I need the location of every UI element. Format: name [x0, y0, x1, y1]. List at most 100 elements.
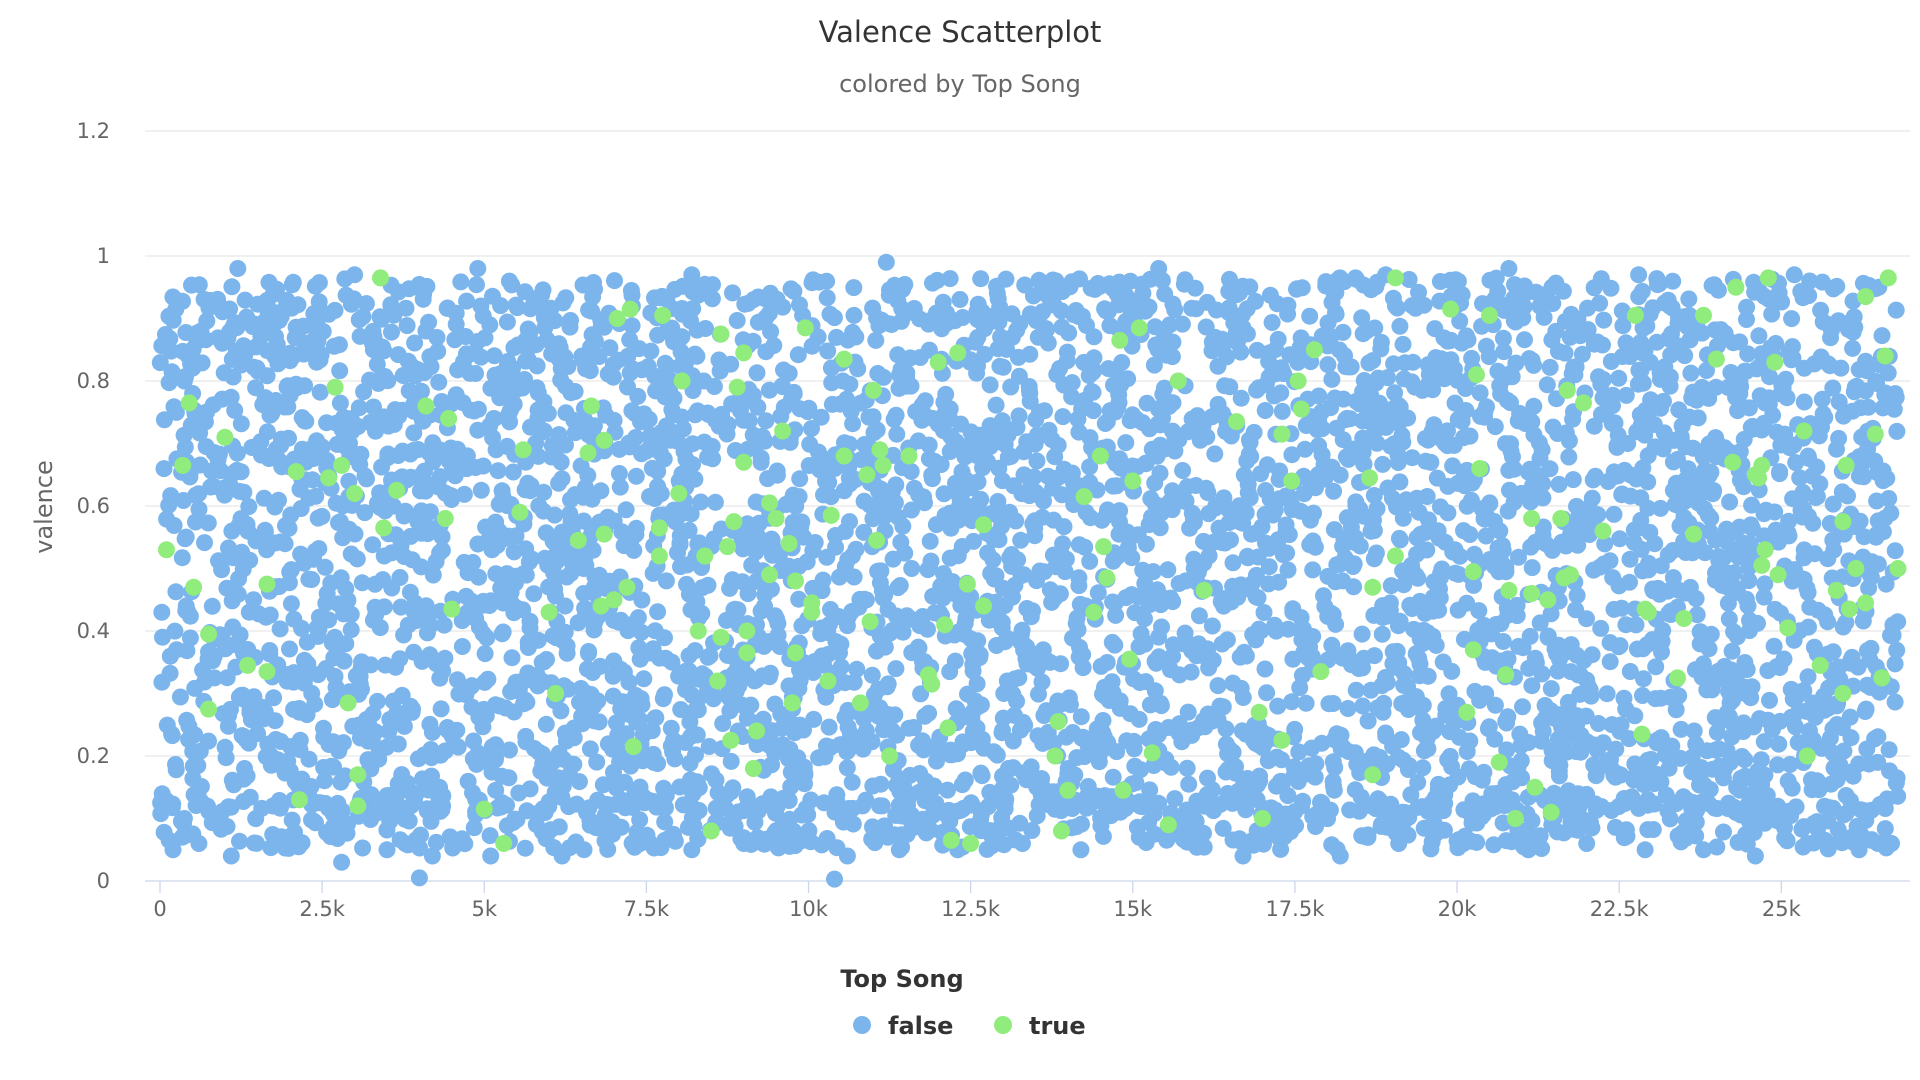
data-point-false[interactable]	[247, 810, 265, 828]
data-point-false[interactable]	[1700, 466, 1718, 484]
data-point-false[interactable]	[1657, 786, 1675, 804]
data-point-false[interactable]	[1067, 818, 1085, 836]
data-point-false[interactable]	[979, 798, 997, 816]
data-point-false[interactable]	[1557, 312, 1574, 330]
data-point-false[interactable]	[1550, 475, 1568, 493]
data-point-false[interactable]	[1588, 801, 1605, 819]
data-point-false[interactable]	[1495, 343, 1513, 361]
data-point-false[interactable]	[1248, 791, 1266, 809]
data-point-false[interactable]	[1477, 337, 1495, 355]
data-point-false[interactable]	[1415, 742, 1433, 760]
data-point-false[interactable]	[633, 696, 651, 714]
data-point-false[interactable]	[261, 406, 279, 424]
data-point-false[interactable]	[1495, 301, 1513, 319]
data-point-false[interactable]	[1824, 495, 1842, 513]
data-point-false[interactable]	[1605, 600, 1623, 618]
data-point-false[interactable]	[1206, 499, 1224, 517]
data-point-false[interactable]	[747, 543, 765, 561]
data-point-false[interactable]	[1216, 534, 1234, 552]
data-point-false[interactable]	[1514, 639, 1532, 657]
data-point-false[interactable]	[721, 702, 739, 720]
data-point-false[interactable]	[811, 579, 829, 597]
data-point-false[interactable]	[190, 276, 208, 294]
data-point-false[interactable]	[300, 570, 318, 588]
data-point-false[interactable]	[1248, 341, 1266, 359]
data-point-false[interactable]	[1876, 820, 1894, 838]
data-point-false[interactable]	[1541, 460, 1559, 478]
data-point-false[interactable]	[870, 707, 887, 725]
data-point-false[interactable]	[1161, 493, 1179, 510]
data-point-false[interactable]	[1104, 477, 1122, 495]
data-point-false[interactable]	[686, 642, 704, 660]
data-point-false[interactable]	[292, 500, 310, 517]
data-point-false[interactable]	[1647, 397, 1665, 414]
data-point-false[interactable]	[647, 382, 665, 400]
data-point-false[interactable]	[1677, 544, 1695, 561]
data-point-false[interactable]	[968, 303, 986, 321]
data-point-false[interactable]	[206, 669, 223, 687]
data-point-false[interactable]	[1094, 827, 1112, 845]
data-point-false[interactable]	[389, 735, 407, 753]
data-point-false[interactable]	[964, 703, 982, 721]
data-point-false[interactable]	[1084, 402, 1102, 420]
data-point-false[interactable]	[716, 799, 734, 817]
data-point-false[interactable]	[1268, 748, 1286, 766]
data-point-false[interactable]	[1315, 587, 1332, 605]
data-point-false[interactable]	[200, 732, 217, 750]
data-point-false[interactable]	[1835, 742, 1853, 760]
data-point-false[interactable]	[631, 811, 649, 829]
data-point-false[interactable]	[1296, 440, 1314, 458]
data-point-false[interactable]	[1377, 407, 1395, 424]
data-point-false[interactable]	[1755, 287, 1773, 305]
data-point-false[interactable]	[1579, 299, 1596, 317]
data-point-false[interactable]	[1346, 781, 1364, 799]
data-point-false[interactable]	[803, 420, 820, 437]
data-point-false[interactable]	[1232, 576, 1250, 594]
data-point-false[interactable]	[1423, 794, 1441, 812]
data-point-false[interactable]	[1117, 287, 1135, 305]
data-point-false[interactable]	[832, 635, 850, 653]
data-point-false[interactable]	[1203, 617, 1221, 635]
data-point-false[interactable]	[1249, 776, 1267, 794]
data-point-false[interactable]	[1098, 413, 1116, 431]
data-point-false[interactable]	[254, 698, 272, 716]
data-point-false[interactable]	[238, 516, 256, 533]
data-point-false[interactable]	[590, 348, 608, 365]
data-point-false[interactable]	[1358, 322, 1376, 340]
data-point-false[interactable]	[1323, 636, 1341, 654]
data-point-false[interactable]	[521, 619, 539, 637]
data-point-false[interactable]	[769, 615, 787, 632]
data-point-false[interactable]	[1525, 397, 1543, 415]
data-point-false[interactable]	[544, 532, 562, 550]
data-point-false[interactable]	[1111, 692, 1129, 710]
data-point-false[interactable]	[1422, 453, 1440, 471]
data-point-false[interactable]	[1745, 273, 1763, 291]
data-point-false[interactable]	[197, 438, 215, 455]
data-point-false[interactable]	[154, 628, 171, 646]
data-point-false[interactable]	[775, 398, 793, 416]
data-point-false[interactable]	[546, 506, 564, 524]
data-point-false[interactable]	[818, 289, 836, 307]
data-point-false[interactable]	[433, 528, 451, 546]
data-point-false[interactable]	[1234, 689, 1252, 706]
data-point-false[interactable]	[1487, 269, 1505, 287]
data-point-false[interactable]	[351, 327, 369, 345]
data-point-false[interactable]	[181, 629, 199, 647]
data-point-false[interactable]	[1577, 707, 1595, 725]
data-point-false[interactable]	[1162, 758, 1180, 776]
data-point-false[interactable]	[1270, 490, 1288, 508]
data-point-false[interactable]	[1884, 626, 1902, 644]
data-point-false[interactable]	[674, 277, 692, 295]
data-point-false[interactable]	[151, 354, 169, 372]
data-point-false[interactable]	[1502, 435, 1520, 453]
data-point-false[interactable]	[535, 653, 553, 671]
data-point-false[interactable]	[1104, 768, 1122, 786]
data-point-false[interactable]	[1569, 795, 1587, 813]
data-point-false[interactable]	[1353, 625, 1371, 643]
data-point-false[interactable]	[607, 714, 625, 732]
data-point-false[interactable]	[901, 766, 919, 784]
data-point-false[interactable]	[1377, 727, 1395, 745]
data-point-false[interactable]	[414, 412, 432, 430]
data-point-false[interactable]	[1708, 838, 1726, 856]
data-point-false[interactable]	[663, 319, 681, 337]
